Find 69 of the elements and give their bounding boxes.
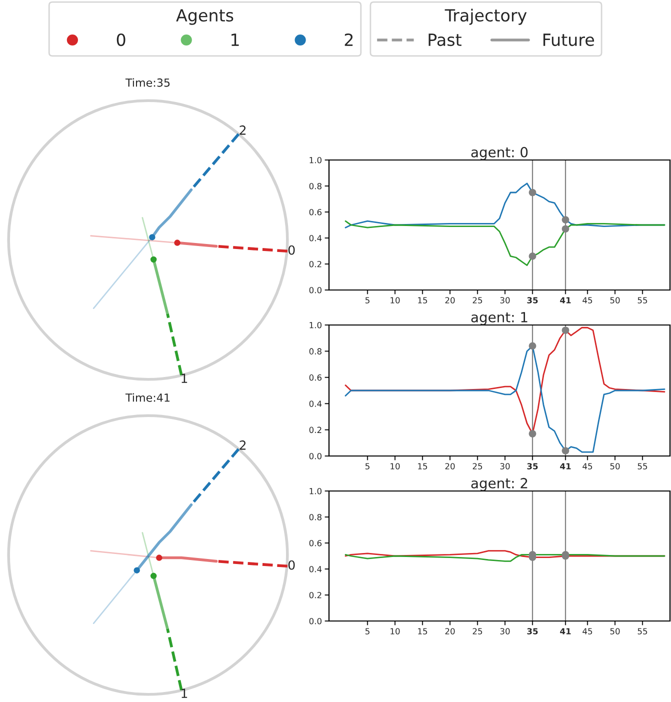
y-tick-label: 0.8 <box>309 182 322 190</box>
x-tick-label: 50 <box>610 297 620 304</box>
text: Future <box>543 34 594 46</box>
x-tick-label: 35 <box>527 297 538 304</box>
text: 1 <box>182 688 188 698</box>
x-tick-label: 45 <box>582 297 592 304</box>
text: 2 <box>240 125 246 135</box>
x-tick-label: 41 <box>560 297 571 304</box>
y-tick-label: 0.2 <box>309 260 322 268</box>
x-tick-label: 20 <box>445 628 455 634</box>
x-tick-label: 15 <box>418 628 428 634</box>
text: 1 <box>182 374 188 383</box>
y-tick-label: 0.2 <box>309 426 322 434</box>
x-tick-label: 45 <box>582 628 592 634</box>
x-tick-label: 20 <box>445 297 455 304</box>
y-tick-label: 0.4 <box>309 400 322 407</box>
x-tick-label: 10 <box>390 463 400 470</box>
y-tick-label: 0.0 <box>309 618 322 624</box>
text: 0 <box>116 33 126 46</box>
y-tick-label: 1.0 <box>310 488 322 494</box>
x-tick-label: 10 <box>390 297 400 304</box>
y-tick-label: 0.6 <box>309 208 322 216</box>
x-tick-label: 25 <box>472 297 482 304</box>
chart-title: agent: 0 <box>471 146 528 160</box>
x-tick-label: 15 <box>418 463 428 470</box>
x-tick-label: 50 <box>610 463 620 470</box>
chart-title: agent: 1 <box>471 312 528 326</box>
y-tick-label: 0.2 <box>309 592 322 598</box>
text: Agents <box>176 9 234 25</box>
x-tick-label: 41 <box>560 628 571 634</box>
y-tick-label: 1.0 <box>310 322 322 328</box>
x-tick-label: 55 <box>638 463 648 470</box>
x-tick-label: 50 <box>610 628 620 634</box>
text: 2 <box>344 33 353 46</box>
x-tick-label: 35 <box>527 463 538 470</box>
y-tick-label: 0.8 <box>309 514 322 520</box>
x-tick-label: 20 <box>445 463 455 470</box>
y-tick-label: 0.0 <box>309 452 322 460</box>
y-tick-label: 0.6 <box>309 540 322 546</box>
text: 1 <box>232 34 239 46</box>
x-tick-label: 5 <box>365 463 370 470</box>
x-tick-label: 5 <box>365 628 370 634</box>
text: Time:41 <box>125 393 170 402</box>
text: Past <box>428 34 462 46</box>
x-tick-label: 30 <box>500 628 510 634</box>
x-tick-label: 15 <box>418 297 428 304</box>
y-tick-label: 0.6 <box>309 374 322 381</box>
y-tick-label: 0.4 <box>309 566 322 572</box>
chart-title: agent: 2 <box>471 478 528 492</box>
x-tick-label: 5 <box>365 297 370 304</box>
y-tick-label: 1.0 <box>310 156 322 164</box>
x-tick-label: 55 <box>638 297 648 304</box>
y-tick-label: 0.0 <box>309 286 322 294</box>
x-tick-label: 25 <box>472 628 482 634</box>
x-tick-label: 10 <box>390 628 400 634</box>
x-tick-label: 30 <box>500 463 510 470</box>
x-tick-label: 41 <box>560 463 571 470</box>
y-tick-label: 0.4 <box>309 234 322 242</box>
text: Time:35 <box>125 78 170 87</box>
x-tick-label: 55 <box>638 628 648 634</box>
x-tick-label: 30 <box>500 297 510 304</box>
text: Trajectory <box>444 8 527 25</box>
text: 2 <box>240 440 246 450</box>
text: 0 <box>288 560 295 570</box>
text: 0 <box>288 245 295 255</box>
x-tick-label: 35 <box>527 628 538 634</box>
y-tick-label: 0.8 <box>309 348 322 354</box>
x-tick-label: 45 <box>582 463 592 470</box>
x-tick-label: 25 <box>472 463 482 470</box>
